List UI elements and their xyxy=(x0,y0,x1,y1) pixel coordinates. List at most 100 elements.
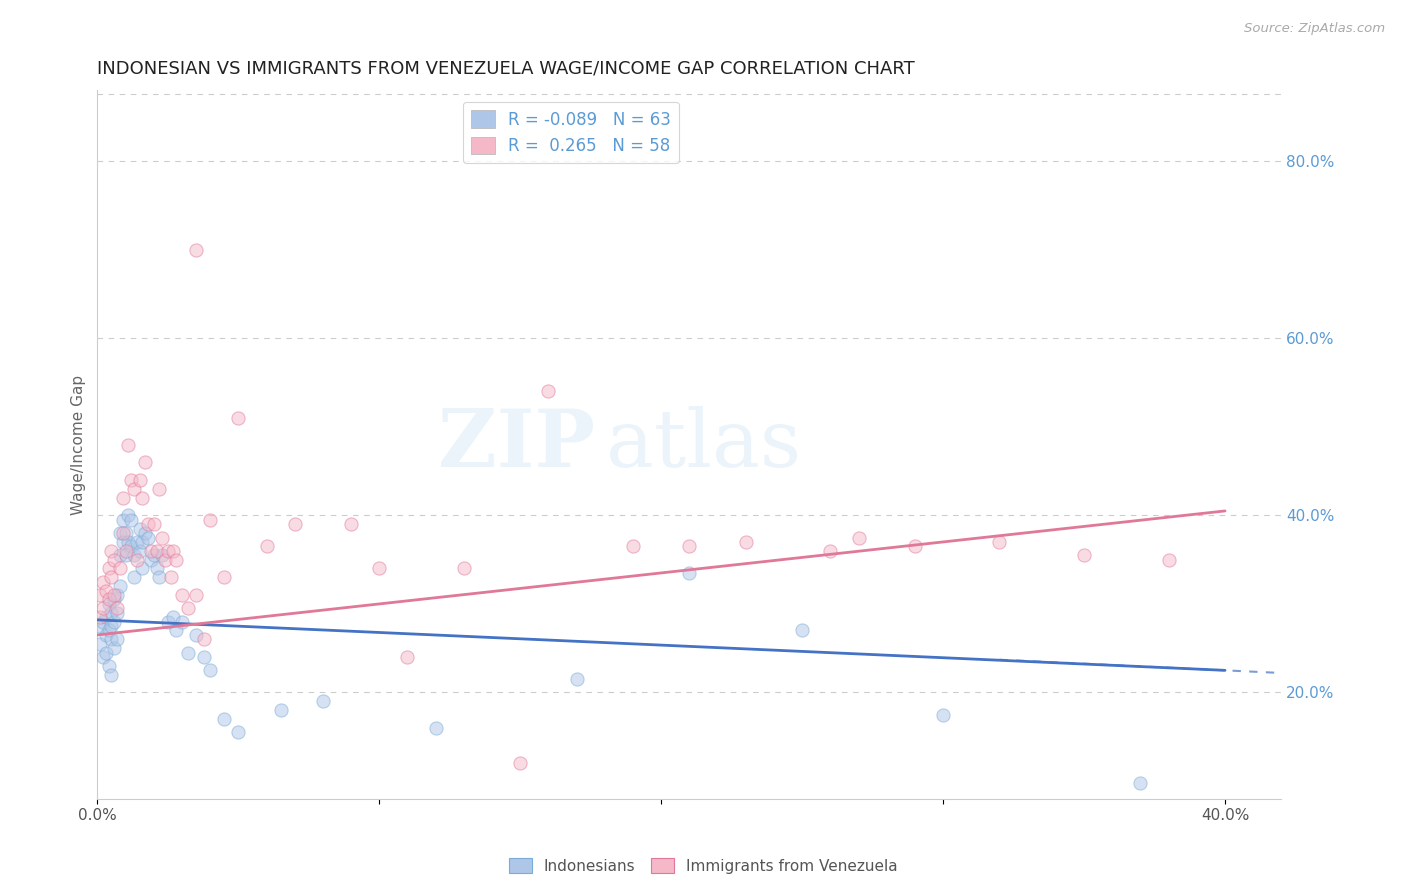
Point xyxy=(1073,548,1095,562)
Point xyxy=(848,531,870,545)
Point xyxy=(103,552,125,566)
Point xyxy=(136,517,159,532)
Point xyxy=(134,526,156,541)
Point xyxy=(820,543,842,558)
Point xyxy=(128,543,150,558)
Point xyxy=(153,552,176,566)
Point xyxy=(105,606,128,620)
Point xyxy=(111,526,134,541)
Point xyxy=(117,508,139,523)
Point xyxy=(111,491,134,505)
Point xyxy=(212,570,235,584)
Point xyxy=(150,531,173,545)
Point xyxy=(184,628,207,642)
Point xyxy=(176,646,198,660)
Point xyxy=(134,455,156,469)
Point xyxy=(159,570,181,584)
Point xyxy=(145,561,167,575)
Point xyxy=(904,540,927,554)
Point xyxy=(114,526,136,541)
Point xyxy=(94,628,117,642)
Point xyxy=(165,624,187,638)
Point xyxy=(453,561,475,575)
Point xyxy=(100,543,122,558)
Point xyxy=(142,548,165,562)
Point xyxy=(136,531,159,545)
Point xyxy=(105,632,128,647)
Point xyxy=(148,570,170,584)
Point xyxy=(621,540,644,554)
Point xyxy=(139,552,162,566)
Point xyxy=(162,610,184,624)
Point xyxy=(100,606,122,620)
Point xyxy=(89,637,111,651)
Point xyxy=(148,482,170,496)
Point xyxy=(94,646,117,660)
Point xyxy=(256,540,278,554)
Point xyxy=(108,548,131,562)
Point xyxy=(678,566,700,580)
Point xyxy=(678,540,700,554)
Point xyxy=(1129,776,1152,790)
Point xyxy=(198,664,221,678)
Point xyxy=(89,588,111,602)
Point xyxy=(97,561,120,575)
Point xyxy=(108,526,131,541)
Point xyxy=(734,535,756,549)
Point xyxy=(128,522,150,536)
Point xyxy=(425,721,447,735)
Point xyxy=(988,535,1011,549)
Point xyxy=(114,543,136,558)
Point xyxy=(165,552,187,566)
Point xyxy=(184,588,207,602)
Point xyxy=(125,535,148,549)
Point xyxy=(184,243,207,257)
Text: INDONESIAN VS IMMIGRANTS FROM VENEZUELA WAGE/INCOME GAP CORRELATION CHART: INDONESIAN VS IMMIGRANTS FROM VENEZUELA … xyxy=(97,60,915,78)
Point xyxy=(91,601,114,615)
Point xyxy=(284,517,307,532)
Point xyxy=(792,624,814,638)
Point xyxy=(91,615,114,629)
Point xyxy=(162,543,184,558)
Point xyxy=(120,513,142,527)
Legend: R = -0.089   N = 63, R =  0.265   N = 58: R = -0.089 N = 63, R = 0.265 N = 58 xyxy=(463,103,679,163)
Point xyxy=(212,712,235,726)
Point xyxy=(270,703,292,717)
Point xyxy=(114,548,136,562)
Point xyxy=(89,619,111,633)
Point xyxy=(97,592,120,607)
Point xyxy=(193,632,215,647)
Point xyxy=(108,561,131,575)
Point xyxy=(122,570,145,584)
Point xyxy=(170,588,193,602)
Text: atlas: atlas xyxy=(606,406,801,483)
Point xyxy=(142,517,165,532)
Point xyxy=(156,615,179,629)
Point xyxy=(100,667,122,681)
Point xyxy=(89,610,111,624)
Point xyxy=(396,650,419,665)
Legend: Indonesians, Immigrants from Venezuela: Indonesians, Immigrants from Venezuela xyxy=(502,852,904,880)
Point xyxy=(565,672,588,686)
Point xyxy=(100,632,122,647)
Point xyxy=(108,579,131,593)
Text: Source: ZipAtlas.com: Source: ZipAtlas.com xyxy=(1244,22,1385,36)
Point xyxy=(97,624,120,638)
Point xyxy=(103,615,125,629)
Point xyxy=(226,411,249,425)
Point xyxy=(122,548,145,562)
Point xyxy=(340,517,363,532)
Point xyxy=(226,725,249,739)
Point xyxy=(103,641,125,656)
Point xyxy=(145,543,167,558)
Point xyxy=(117,437,139,451)
Point xyxy=(103,592,125,607)
Point xyxy=(122,482,145,496)
Point xyxy=(117,535,139,549)
Point xyxy=(509,756,531,771)
Point xyxy=(105,601,128,615)
Y-axis label: Wage/Income Gap: Wage/Income Gap xyxy=(72,375,86,515)
Point xyxy=(97,659,120,673)
Point xyxy=(139,543,162,558)
Point xyxy=(131,561,153,575)
